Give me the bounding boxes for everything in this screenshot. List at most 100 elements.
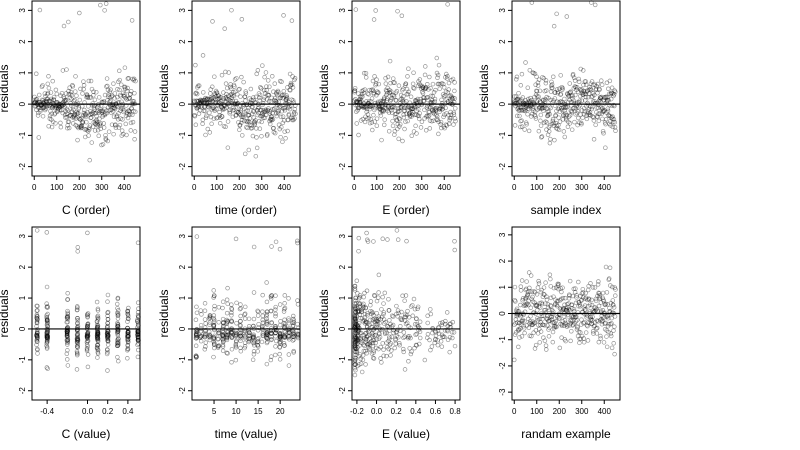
data-point	[402, 334, 407, 339]
data-point	[601, 108, 606, 113]
data-point	[419, 101, 424, 107]
data-point	[371, 313, 376, 318]
data-point	[568, 108, 574, 113]
data-point	[207, 329, 212, 335]
data-point	[613, 293, 618, 298]
data-point	[279, 92, 285, 98]
data-point	[576, 104, 581, 110]
data-point	[82, 113, 88, 119]
data-point	[602, 108, 607, 113]
data-point	[85, 338, 90, 344]
data-point	[51, 94, 57, 100]
data-point	[282, 334, 287, 339]
data-point	[357, 100, 363, 105]
data-point	[408, 335, 413, 341]
data-point	[43, 106, 49, 111]
data-point	[238, 348, 244, 354]
data-point	[129, 106, 134, 112]
data-point	[76, 116, 82, 121]
data-point	[242, 330, 247, 335]
data-point	[286, 352, 292, 357]
data-point	[442, 328, 448, 333]
data-point	[585, 100, 590, 106]
data-point	[212, 307, 217, 312]
data-point	[98, 126, 104, 132]
data-point	[44, 333, 50, 339]
data-point	[91, 93, 96, 98]
data-point	[255, 339, 261, 344]
data-point	[85, 321, 91, 327]
data-point	[233, 89, 238, 94]
data-point	[385, 85, 390, 91]
data-point	[211, 316, 216, 321]
data-point	[210, 99, 215, 104]
data-point	[35, 330, 40, 336]
data-point	[292, 116, 297, 121]
data-point	[353, 99, 359, 105]
data-point	[562, 295, 568, 301]
data-point	[420, 89, 425, 95]
x-tick-label: 300	[255, 183, 269, 192]
data-point	[422, 357, 428, 363]
data-point	[561, 101, 567, 107]
data-point	[76, 106, 81, 112]
data-point	[561, 105, 566, 110]
data-point	[35, 101, 40, 106]
data-point	[75, 352, 80, 358]
data-point	[199, 105, 205, 110]
data-point	[366, 115, 372, 121]
data-point	[194, 329, 200, 334]
data-point	[80, 104, 85, 109]
data-point	[352, 323, 358, 328]
data-point	[384, 340, 389, 345]
data-point	[269, 334, 274, 340]
data-point	[38, 105, 44, 110]
data-point	[128, 128, 134, 133]
data-point	[229, 326, 234, 331]
data-point	[93, 110, 99, 116]
data-point	[269, 95, 274, 101]
data-point	[534, 74, 539, 79]
data-point	[229, 313, 234, 318]
data-point	[194, 304, 199, 310]
data-point	[65, 340, 70, 346]
data-point	[589, 79, 595, 84]
data-point	[60, 100, 65, 106]
data-point	[44, 96, 49, 102]
data-point	[85, 334, 90, 340]
data-point	[291, 316, 296, 322]
data-point	[355, 322, 361, 328]
data-point	[136, 335, 141, 340]
data-point	[65, 338, 70, 343]
data-point	[288, 88, 293, 93]
data-point	[380, 294, 385, 300]
data-point	[352, 325, 358, 330]
data-point	[401, 115, 407, 120]
data-point	[65, 125, 70, 131]
data-point	[410, 81, 416, 87]
data-point	[45, 334, 50, 340]
data-point	[376, 105, 381, 110]
data-point	[220, 329, 226, 335]
data-point	[352, 88, 357, 93]
data-point	[523, 60, 528, 65]
data-point	[543, 343, 549, 348]
data-point	[35, 317, 40, 322]
data-point	[105, 338, 111, 344]
data-point	[224, 335, 230, 340]
data-point	[84, 92, 90, 98]
data-point	[247, 335, 252, 341]
data-point	[429, 118, 435, 124]
data-point	[611, 341, 616, 346]
data-point	[135, 334, 140, 339]
data-point	[398, 105, 403, 110]
data-point	[208, 87, 213, 92]
data-point	[217, 113, 222, 118]
data-point	[579, 98, 585, 103]
data-point	[95, 342, 100, 348]
data-point	[67, 113, 73, 118]
data-point	[291, 117, 296, 123]
data-point	[75, 318, 80, 323]
data-point	[233, 332, 239, 337]
data-point	[262, 90, 268, 96]
